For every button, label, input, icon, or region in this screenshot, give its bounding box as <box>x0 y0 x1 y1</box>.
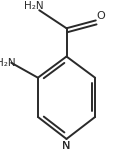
Text: O: O <box>96 11 105 21</box>
Text: H₂N: H₂N <box>24 1 44 11</box>
Text: H₂N: H₂N <box>0 58 16 68</box>
Text: N: N <box>62 141 71 151</box>
Text: N: N <box>62 141 71 151</box>
Text: N: N <box>62 141 71 151</box>
